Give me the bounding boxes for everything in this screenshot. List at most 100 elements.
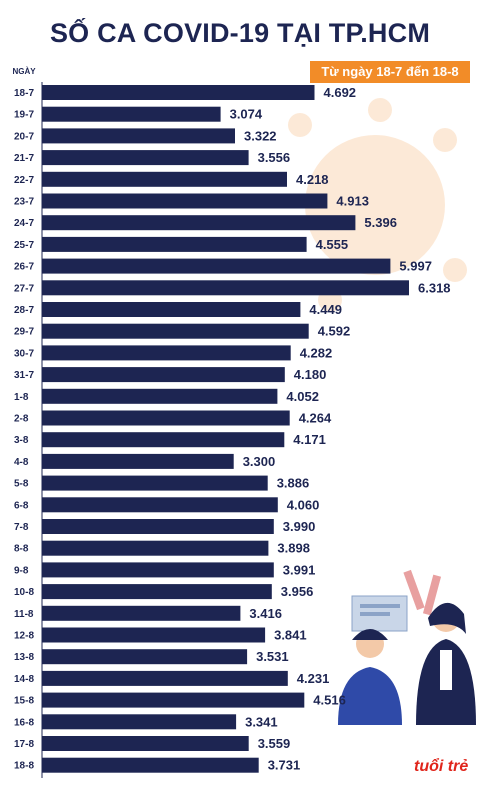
value-label: 3.956 xyxy=(281,584,314,599)
category-label: 12-8 xyxy=(14,631,34,642)
bar xyxy=(42,497,278,513)
bar xyxy=(42,215,356,231)
category-label: 29-7 xyxy=(14,327,34,338)
category-label: 22-7 xyxy=(14,175,34,186)
value-label: 3.559 xyxy=(258,736,291,751)
bar xyxy=(42,171,287,187)
people-illustration-icon xyxy=(338,569,476,725)
category-label: 21-7 xyxy=(14,153,34,164)
category-label: 7-8 xyxy=(14,522,29,533)
bar xyxy=(42,692,305,708)
value-label: 4.180 xyxy=(294,367,327,382)
category-label: 18-8 xyxy=(14,761,34,772)
bar xyxy=(42,736,249,751)
category-label: 17-8 xyxy=(14,739,34,750)
bar xyxy=(42,605,241,621)
value-label: 3.322 xyxy=(244,128,277,143)
y-axis-label: NGÀY xyxy=(12,67,36,76)
value-label: 3.898 xyxy=(277,541,310,556)
category-label: 3-8 xyxy=(14,435,29,446)
value-label: 4.218 xyxy=(296,172,329,187)
value-label: 3.556 xyxy=(258,150,291,165)
value-label: 4.052 xyxy=(286,389,319,404)
bar xyxy=(42,280,409,296)
category-label: 14-8 xyxy=(14,674,34,685)
value-label: 4.592 xyxy=(318,324,351,339)
category-label: 13-8 xyxy=(14,652,34,663)
bar xyxy=(42,670,288,686)
chart-subtitle-badge: Từ ngày 18-7 đến 18-8 xyxy=(310,61,470,83)
category-label: 23-7 xyxy=(14,197,34,208)
category-label: 15-8 xyxy=(14,696,34,707)
value-label: 6.318 xyxy=(418,280,451,295)
value-label: 4.555 xyxy=(316,237,349,252)
category-label: 9-8 xyxy=(14,565,29,576)
category-label: 4-8 xyxy=(14,457,29,468)
value-label: 3.886 xyxy=(277,476,310,491)
bar xyxy=(42,367,285,383)
value-label: 4.692 xyxy=(324,85,357,100)
bar xyxy=(42,432,285,448)
category-label: 26-7 xyxy=(14,262,34,273)
category-label: 19-7 xyxy=(14,110,34,121)
value-label: 3.074 xyxy=(230,107,263,122)
category-label: 5-8 xyxy=(14,479,29,490)
bar xyxy=(42,584,272,600)
bar xyxy=(42,193,328,209)
value-label: 3.416 xyxy=(249,606,282,621)
bar xyxy=(42,388,278,404)
newspaper-logo: tuổi trẻ xyxy=(414,758,469,775)
bar xyxy=(42,236,307,252)
value-label: 4.913 xyxy=(336,194,369,209)
bar xyxy=(42,453,234,469)
value-label: 3.300 xyxy=(243,454,276,469)
bar xyxy=(42,540,269,556)
value-label: 3.990 xyxy=(283,519,316,534)
value-label: 5.997 xyxy=(399,259,432,274)
category-label: 1-8 xyxy=(14,392,29,403)
bar xyxy=(42,519,274,534)
bar xyxy=(42,258,391,274)
category-label: 16-8 xyxy=(14,717,34,728)
category-label: 6-8 xyxy=(14,500,29,511)
bar xyxy=(42,150,249,166)
value-label: 3.841 xyxy=(274,628,307,643)
value-label: 3.531 xyxy=(256,649,289,664)
bar xyxy=(42,85,315,100)
value-label: 3.991 xyxy=(283,562,316,577)
category-label: 2-8 xyxy=(14,414,29,425)
value-label: 4.264 xyxy=(299,411,332,426)
value-label: 3.341 xyxy=(245,714,278,729)
category-label: 28-7 xyxy=(14,305,34,316)
value-label: 4.516 xyxy=(313,693,346,708)
value-label: 4.231 xyxy=(297,671,330,686)
category-label: 30-7 xyxy=(14,348,34,359)
value-label: 4.171 xyxy=(293,432,326,447)
bar xyxy=(42,649,248,665)
bar xyxy=(42,714,237,730)
category-label: 11-8 xyxy=(14,609,34,620)
value-label: 4.449 xyxy=(309,302,342,317)
category-label: 31-7 xyxy=(14,370,34,381)
bar xyxy=(42,475,268,491)
category-label: 8-8 xyxy=(14,544,29,555)
bar xyxy=(42,106,221,122)
bar xyxy=(42,345,291,361)
category-label: 25-7 xyxy=(14,240,34,251)
bar xyxy=(42,562,274,578)
bar xyxy=(42,323,309,339)
bar xyxy=(42,128,235,144)
category-label: 24-7 xyxy=(14,218,34,229)
category-label: 10-8 xyxy=(14,587,34,598)
category-label: 20-7 xyxy=(14,131,34,142)
bar xyxy=(42,627,266,643)
value-label: 5.396 xyxy=(364,215,397,230)
value-label: 3.731 xyxy=(268,758,301,773)
value-label: 4.060 xyxy=(287,497,320,512)
chart-title: SỐ CA COVID-19 TẠI TP.HCM xyxy=(49,18,431,48)
value-label: 4.282 xyxy=(300,345,333,360)
category-label: 18-7 xyxy=(14,88,34,99)
bar xyxy=(42,410,290,426)
category-label: 27-7 xyxy=(14,283,34,294)
